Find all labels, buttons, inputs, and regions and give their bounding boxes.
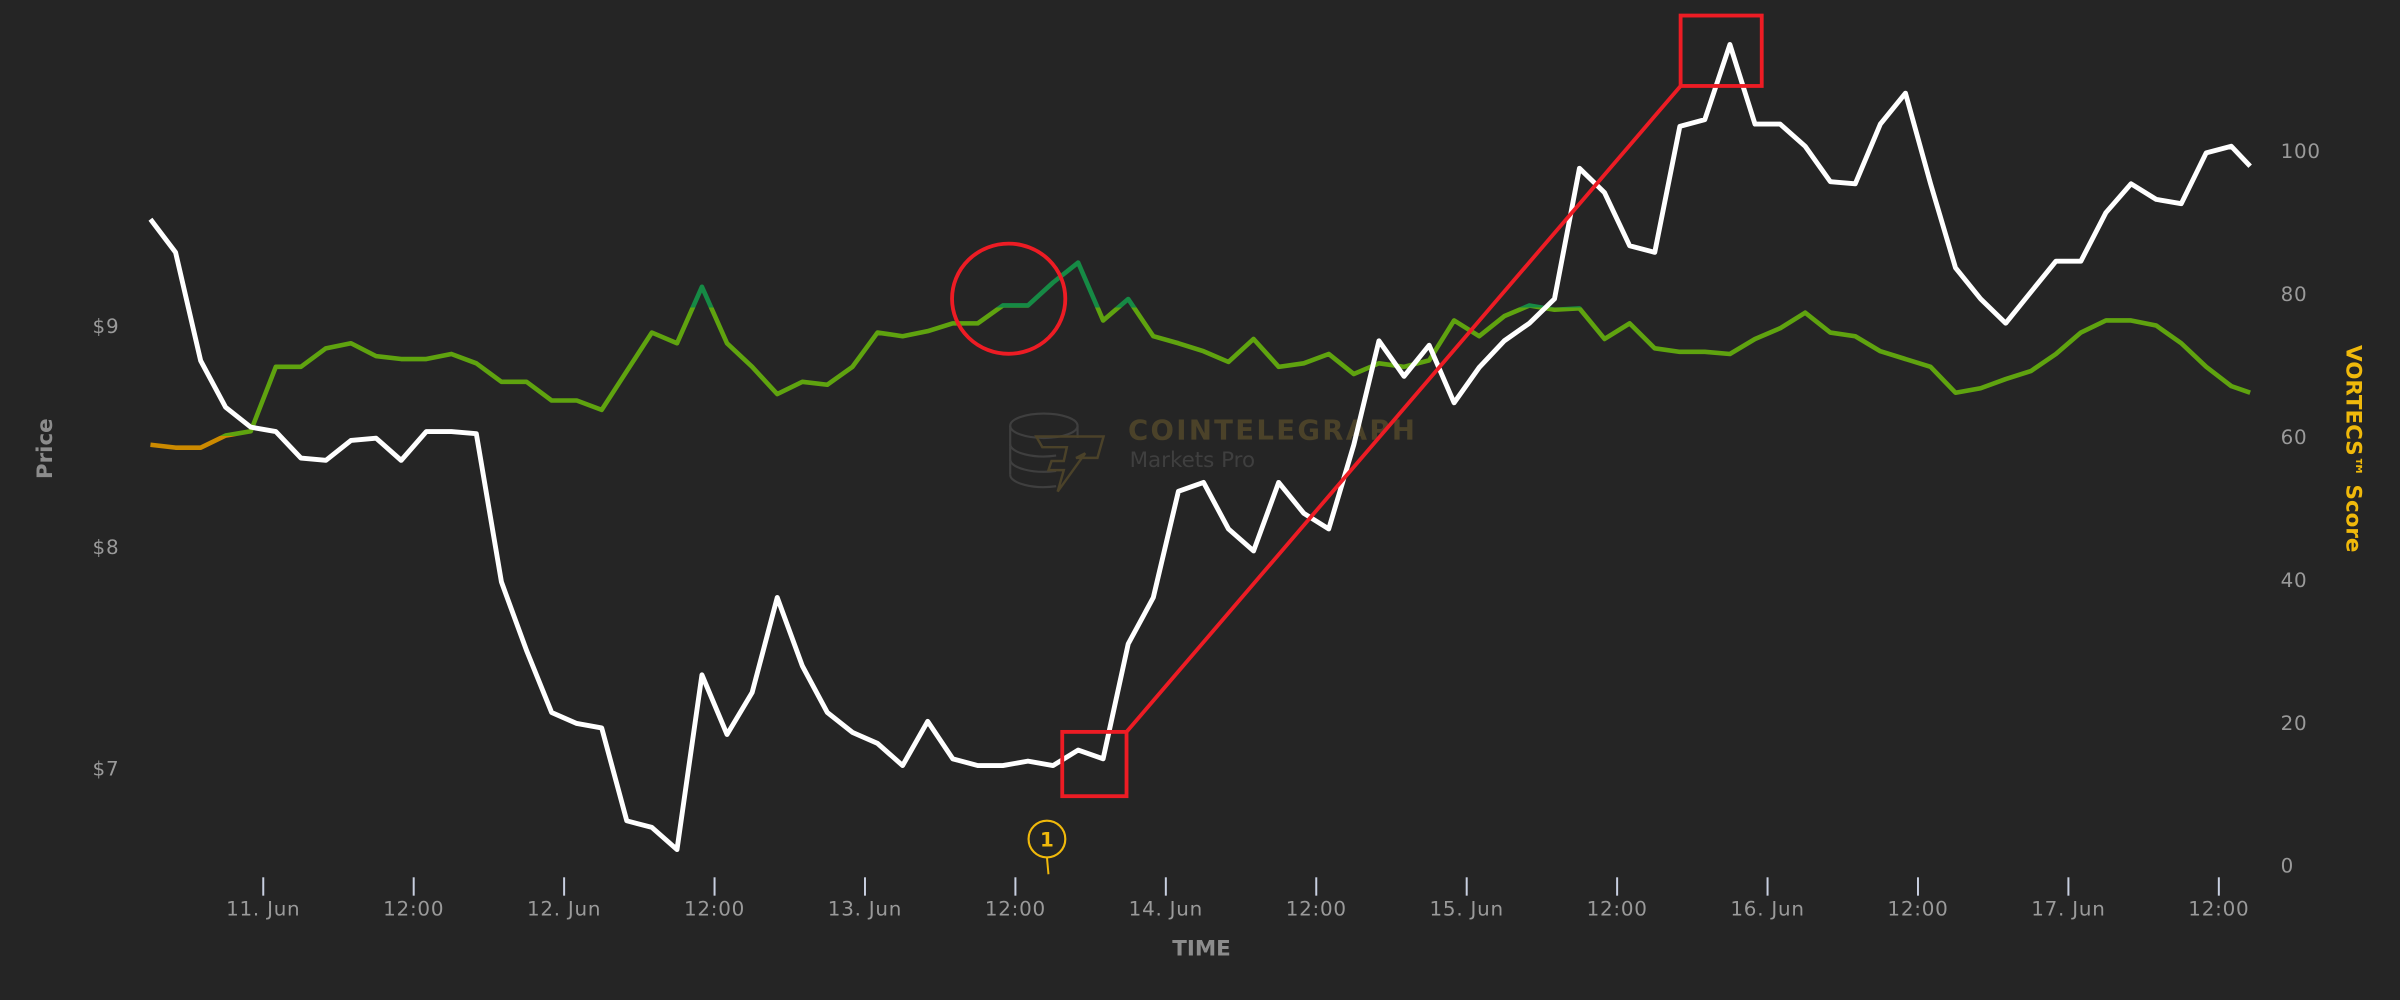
highlight-box-low xyxy=(1060,729,1129,799)
highlight-box-high xyxy=(1678,13,1764,88)
x-tick-label: 12:00 xyxy=(1286,898,1347,921)
x-tick-label: 12:00 xyxy=(2188,898,2249,921)
left-tick-label: $7 xyxy=(93,757,120,780)
watermark-logo: COINTELEGRAPH Markets Pro xyxy=(1009,412,1417,493)
x-axis: 11. Jun 12:00 12. Jun 12:00 13. Jun 12:00 14. … xyxy=(226,877,2249,921)
x-tick-label: 12:00 xyxy=(1887,898,1948,921)
watermark-brand: COINTELEGRAPH xyxy=(1128,415,1417,447)
x-tick-label: 14. Jun xyxy=(1129,898,1203,921)
x-tick-label: 12:00 xyxy=(1587,898,1648,921)
annotations: 1 xyxy=(950,13,1764,875)
trend-arrow-line xyxy=(1125,84,1683,734)
x-tick-label: 13. Jun xyxy=(828,898,902,921)
event-flag[interactable]: 1 xyxy=(1027,819,1067,875)
right-tick-label: 100 xyxy=(2281,140,2321,163)
right-tick-label: 20 xyxy=(2281,712,2308,735)
x-tick-label: 12:00 xyxy=(684,898,745,921)
right-axis-title: VORTECS™ Score xyxy=(2340,345,2365,552)
watermark-product: Markets Pro xyxy=(1130,448,1256,473)
left-tick-label: $8 xyxy=(93,536,120,559)
right-tick-label: 60 xyxy=(2281,426,2308,449)
data-points xyxy=(150,44,2250,849)
x-tick-label: 12:00 xyxy=(383,898,444,921)
event-flag-label: 1 xyxy=(1040,829,1054,852)
x-tick-label: 11. Jun xyxy=(226,898,300,921)
right-tick-label: 80 xyxy=(2281,283,2308,306)
left-tick-label: $9 xyxy=(93,315,120,338)
left-axis-title: Price xyxy=(33,418,58,479)
x-tick-label: 16. Jun xyxy=(1730,898,1804,921)
x-tick-label: 12. Jun xyxy=(527,898,601,921)
x-tick-label: 12:00 xyxy=(985,898,1046,921)
right-axis: 0 20 40 60 80 100 xyxy=(2281,140,2321,878)
right-tick-label: 40 xyxy=(2281,569,2308,592)
x-tick-label: 17. Jun xyxy=(2031,898,2105,921)
x-tick-label: 15. Jun xyxy=(1430,898,1504,921)
price-line xyxy=(148,42,2252,853)
left-axis: $7 $8 $9 xyxy=(93,315,120,780)
vortecs-score-line xyxy=(150,260,2251,450)
x-axis-title: TIME xyxy=(1172,936,1231,961)
highlight-circle xyxy=(950,241,1068,356)
right-tick-label: 0 xyxy=(2281,855,2294,878)
